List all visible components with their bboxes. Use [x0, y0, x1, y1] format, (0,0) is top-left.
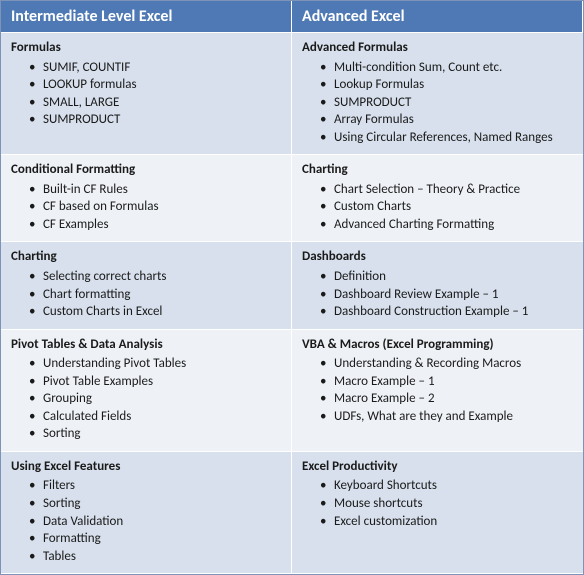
section-item: LOOKUP formulas	[29, 76, 281, 94]
section-title: Pivot Tables & Data Analysis	[11, 336, 281, 354]
section-items: FiltersSortingData ValidationFormattingT…	[11, 477, 281, 565]
section-item: Formatting	[29, 530, 281, 548]
section-item: Array Formulas	[320, 111, 573, 129]
curriculum-table: Intermediate Level ExcelAdvanced ExcelFo…	[0, 0, 584, 575]
section-item: Calculated Fields	[29, 408, 281, 426]
section-item: Chart formatting	[29, 286, 281, 304]
section-items: Keyboard ShortcutsMouse shortcutsExcel c…	[302, 477, 573, 530]
section-item: Built-in CF Rules	[29, 181, 281, 199]
section-item: Sorting	[29, 425, 281, 443]
section-title: Dashboards	[302, 248, 573, 266]
section-items: Selecting correct chartsChart formatting…	[11, 268, 281, 321]
section-item: Filters	[29, 477, 281, 495]
section-cell: Excel ProductivityKeyboard ShortcutsMous…	[292, 452, 583, 574]
section-cell: Charting Chart Selection – Theory & Pract…	[292, 155, 583, 242]
section-items: Built-in CF RulesCF based on FormulasCF …	[11, 181, 281, 234]
section-items: Multi-condition Sum, Count etc.Lookup Fo…	[302, 59, 573, 147]
section-item: Understanding & Recording Macros	[320, 355, 573, 373]
section-cell: Pivot Tables & Data AnalysisUnderstandin…	[1, 330, 292, 452]
section-item: Dashboard Construction Example – 1	[320, 303, 573, 321]
section-item: Mouse shortcuts	[320, 495, 573, 513]
section-items: DefinitionDashboard Review Example – 1Da…	[302, 268, 573, 321]
section-title: VBA & Macros (Excel Programming)	[302, 336, 573, 354]
section-item: Data Validation	[29, 513, 281, 531]
section-item: Multi-condition Sum, Count etc.	[320, 59, 573, 77]
section-item: Excel customization	[320, 513, 573, 531]
section-items: Chart Selection – Theory & PracticeCusto…	[302, 181, 573, 234]
section-items: Understanding Pivot TablesPivot Table Ex…	[11, 355, 281, 443]
section-item: Tables	[29, 548, 281, 566]
section-item: Macro Example – 2	[320, 390, 573, 408]
section-cell: Using Excel FeaturesFiltersSortingData V…	[1, 452, 292, 574]
section-cell: Formulas SUMIF, COUNTIFLOOKUP formulasSMA…	[1, 33, 292, 155]
section-title: Excel Productivity	[302, 458, 573, 476]
section-item: CF based on Formulas	[29, 198, 281, 216]
section-title: Charting	[11, 248, 281, 266]
section-item: Custom Charts	[320, 198, 573, 216]
section-items: SUMIF, COUNTIFLOOKUP formulasSMALL, LARG…	[11, 59, 281, 129]
section-cell: Dashboards DefinitionDashboard Review Exa…	[292, 242, 583, 329]
section-cell: Charting Selecting correct chartsChart fo…	[1, 242, 292, 329]
column-header: Intermediate Level Excel	[1, 1, 292, 33]
section-title: Using Excel Features	[11, 458, 281, 476]
section-item: Dashboard Review Example – 1	[320, 286, 573, 304]
section-items: Understanding & Recording MacrosMacro Ex…	[302, 355, 573, 425]
section-cell: VBA & Macros (Excel Programming)Understa…	[292, 330, 583, 452]
section-item: CF Examples	[29, 216, 281, 234]
section-item: Grouping	[29, 390, 281, 408]
section-item: Sorting	[29, 495, 281, 513]
section-item: Keyboard Shortcuts	[320, 477, 573, 495]
section-item: Using Circular References, Named Ranges	[320, 129, 573, 147]
section-item: Pivot Table Examples	[29, 373, 281, 391]
section-title: Charting	[302, 161, 573, 179]
column-header: Advanced Excel	[292, 1, 583, 33]
section-item: SUMIF, COUNTIF	[29, 59, 281, 77]
section-item: Custom Charts in Excel	[29, 303, 281, 321]
section-item: Macro Example – 1	[320, 373, 573, 391]
section-item: Chart Selection – Theory & Practice	[320, 181, 573, 199]
section-title: Advanced Formulas	[302, 39, 573, 57]
section-item: Selecting correct charts	[29, 268, 281, 286]
section-title: Formulas	[11, 39, 281, 57]
section-item: SUMPRODUCT	[29, 111, 281, 129]
section-item: Definition	[320, 268, 573, 286]
section-cell: Advanced Formulas Multi-condition Sum, Co…	[292, 33, 583, 155]
section-item: Advanced Charting Formatting	[320, 216, 573, 234]
section-item: SUMPRODUCT	[320, 94, 573, 112]
section-title: Conditional Formatting	[11, 161, 281, 179]
section-item: SMALL, LARGE	[29, 94, 281, 112]
section-item: Understanding Pivot Tables	[29, 355, 281, 373]
section-item: Lookup Formulas	[320, 76, 573, 94]
section-item: UDFs, What are they and Example	[320, 408, 573, 426]
section-cell: Conditional FormattingBuilt-in CF RulesC…	[1, 155, 292, 242]
